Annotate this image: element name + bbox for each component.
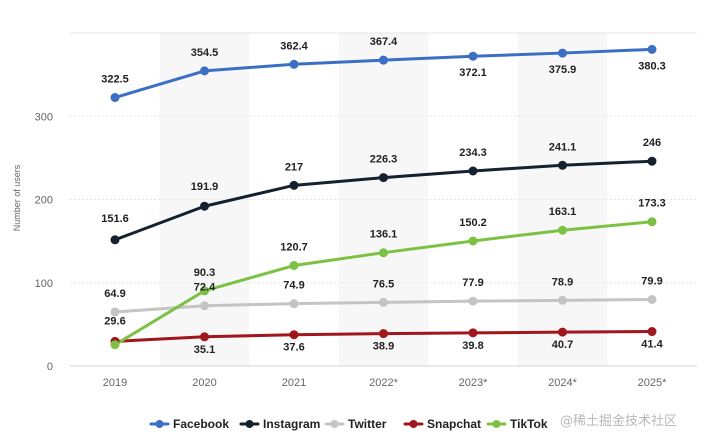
legend-marker-snapchat [409,420,418,428]
legend-marker-tiktok [492,420,501,428]
point-facebook-2023 [468,51,478,61]
legend-item-snapchat: Snapchat [427,417,481,431]
label-tiktok-2025: 173.3 [638,198,666,210]
point-tiktok-2021 [289,261,299,271]
point-snapchat-2020 [200,332,209,342]
y-axis: 0 100 200 300 [35,111,53,373]
label-twitter-2019: 64.9 [104,288,125,300]
point-snapchat-2025 [647,327,657,337]
x-tick-2021: 2021 [282,377,306,389]
y-tick-0: 0 [47,361,53,373]
label-tiktok-2022: 136.1 [370,229,398,241]
label-facebook-2023: 372.1 [459,67,487,79]
point-twitter-2023 [468,296,478,306]
label-facebook-2019: 322.5 [101,74,129,86]
label-twitter-2020: 72.4 [194,282,216,294]
point-tiktok-2020 [200,286,209,296]
point-tiktok-2025 [647,217,657,227]
y-tick-300: 300 [35,111,53,123]
x-tick-2020: 2020 [192,377,216,389]
label-instagram-2024: 241.1 [549,141,577,153]
label-tiktok-2024: 163.1 [549,206,577,218]
label-facebook-2021: 362.4 [280,40,308,52]
x-tick-2025: 2025* [638,377,667,389]
legend-marker-facebook [155,420,164,428]
label-instagram-2025: 246 [643,137,661,149]
x-axis: 2019 2020 2021 2022* 2023* 2024* 2025* [103,377,667,389]
x-tick-2023: 2023* [459,377,488,389]
x-tick-2024: 2024* [548,377,577,389]
label-twitter-2024: 78.9 [552,276,573,288]
label-snapchat-2024: 40.7 [552,339,573,351]
point-snapchat-2022 [379,329,388,339]
label-facebook-2024: 375.9 [549,64,577,76]
point-twitter-2019 [110,307,120,317]
label-snapchat-2025: 41.4 [641,339,663,351]
point-instagram-2023 [468,166,478,176]
label-instagram-2021: 217 [285,161,303,173]
point-facebook-2020 [200,66,209,76]
label-twitter-2022: 76.5 [373,278,394,290]
point-instagram-2024 [558,160,567,170]
label-twitter-2025: 79.9 [641,275,662,287]
label-snapchat-2020: 35.1 [194,344,215,356]
legend-item-facebook: Facebook [173,417,229,431]
label-facebook-2025: 380.3 [638,60,666,72]
label-snapchat-2023: 39.8 [462,340,483,352]
point-instagram-2021 [289,180,299,190]
label-instagram-2020: 191.9 [191,181,219,193]
x-tick-2022: 2022* [369,377,398,389]
point-instagram-2025 [647,156,657,166]
label-instagram-2022: 226.3 [370,154,398,166]
point-twitter-2025 [647,294,657,304]
point-tiktok-2022 [379,248,388,258]
label-instagram-2019: 151.6 [101,213,129,225]
point-snapchat-2021 [289,330,299,340]
label-snapchat-2022: 38.9 [373,341,394,353]
series-points [110,44,657,350]
point-snapchat-2024 [558,327,567,337]
label-tiktok-2020: 90.3 [194,267,215,279]
label-facebook-2022: 367.4 [370,36,398,48]
point-twitter-2022 [379,297,388,307]
label-instagram-2023: 234.3 [459,147,487,159]
watermark-text: @稀土掘金技术社区 [560,413,677,429]
grid-lines [70,32,697,367]
y-tick-100: 100 [35,278,53,290]
point-snapchat-2023 [468,328,478,338]
point-tiktok-2023 [468,236,478,246]
y-tick-200: 200 [35,195,53,207]
legend-item-instagram: Instagram [263,417,320,431]
point-twitter-2020 [200,301,209,311]
legend-marker-instagram [245,420,254,428]
y-axis-label: Number of users [12,164,22,231]
point-instagram-2020 [200,201,209,211]
point-instagram-2019 [110,235,120,245]
point-facebook-2021 [289,59,299,69]
legend: Facebook Instagram Twitter Snapchat TikTok [149,417,548,431]
label-tiktok-2023: 150.2 [459,217,487,229]
label-tiktok-2021: 120.7 [280,242,308,254]
legend-item-twitter: Twitter [348,417,387,431]
legend-marker-twitter [330,420,339,428]
label-twitter-2023: 77.9 [462,277,483,289]
x-tick-2019: 2019 [103,377,127,389]
point-facebook-2025 [647,44,657,54]
point-facebook-2024 [558,48,567,58]
point-facebook-2019 [110,93,120,103]
label-snapchat-2021: 37.6 [283,342,304,354]
point-tiktok-2024 [558,225,567,235]
point-twitter-2021 [289,299,299,309]
point-facebook-2022 [379,55,388,65]
data-labels: 322.5 354.5 362.4 367.4 372.1 375.9 380.3 151.6… [101,36,666,356]
point-twitter-2024 [558,295,567,305]
point-tiktok-2019 [110,340,120,350]
label-twitter-2021: 74.9 [283,280,304,292]
label-facebook-2020: 354.5 [191,47,219,59]
label-snapchat-2019: 29.6 [104,315,125,327]
point-instagram-2022 [379,173,388,183]
legend-item-tiktok: TikTok [510,417,548,431]
